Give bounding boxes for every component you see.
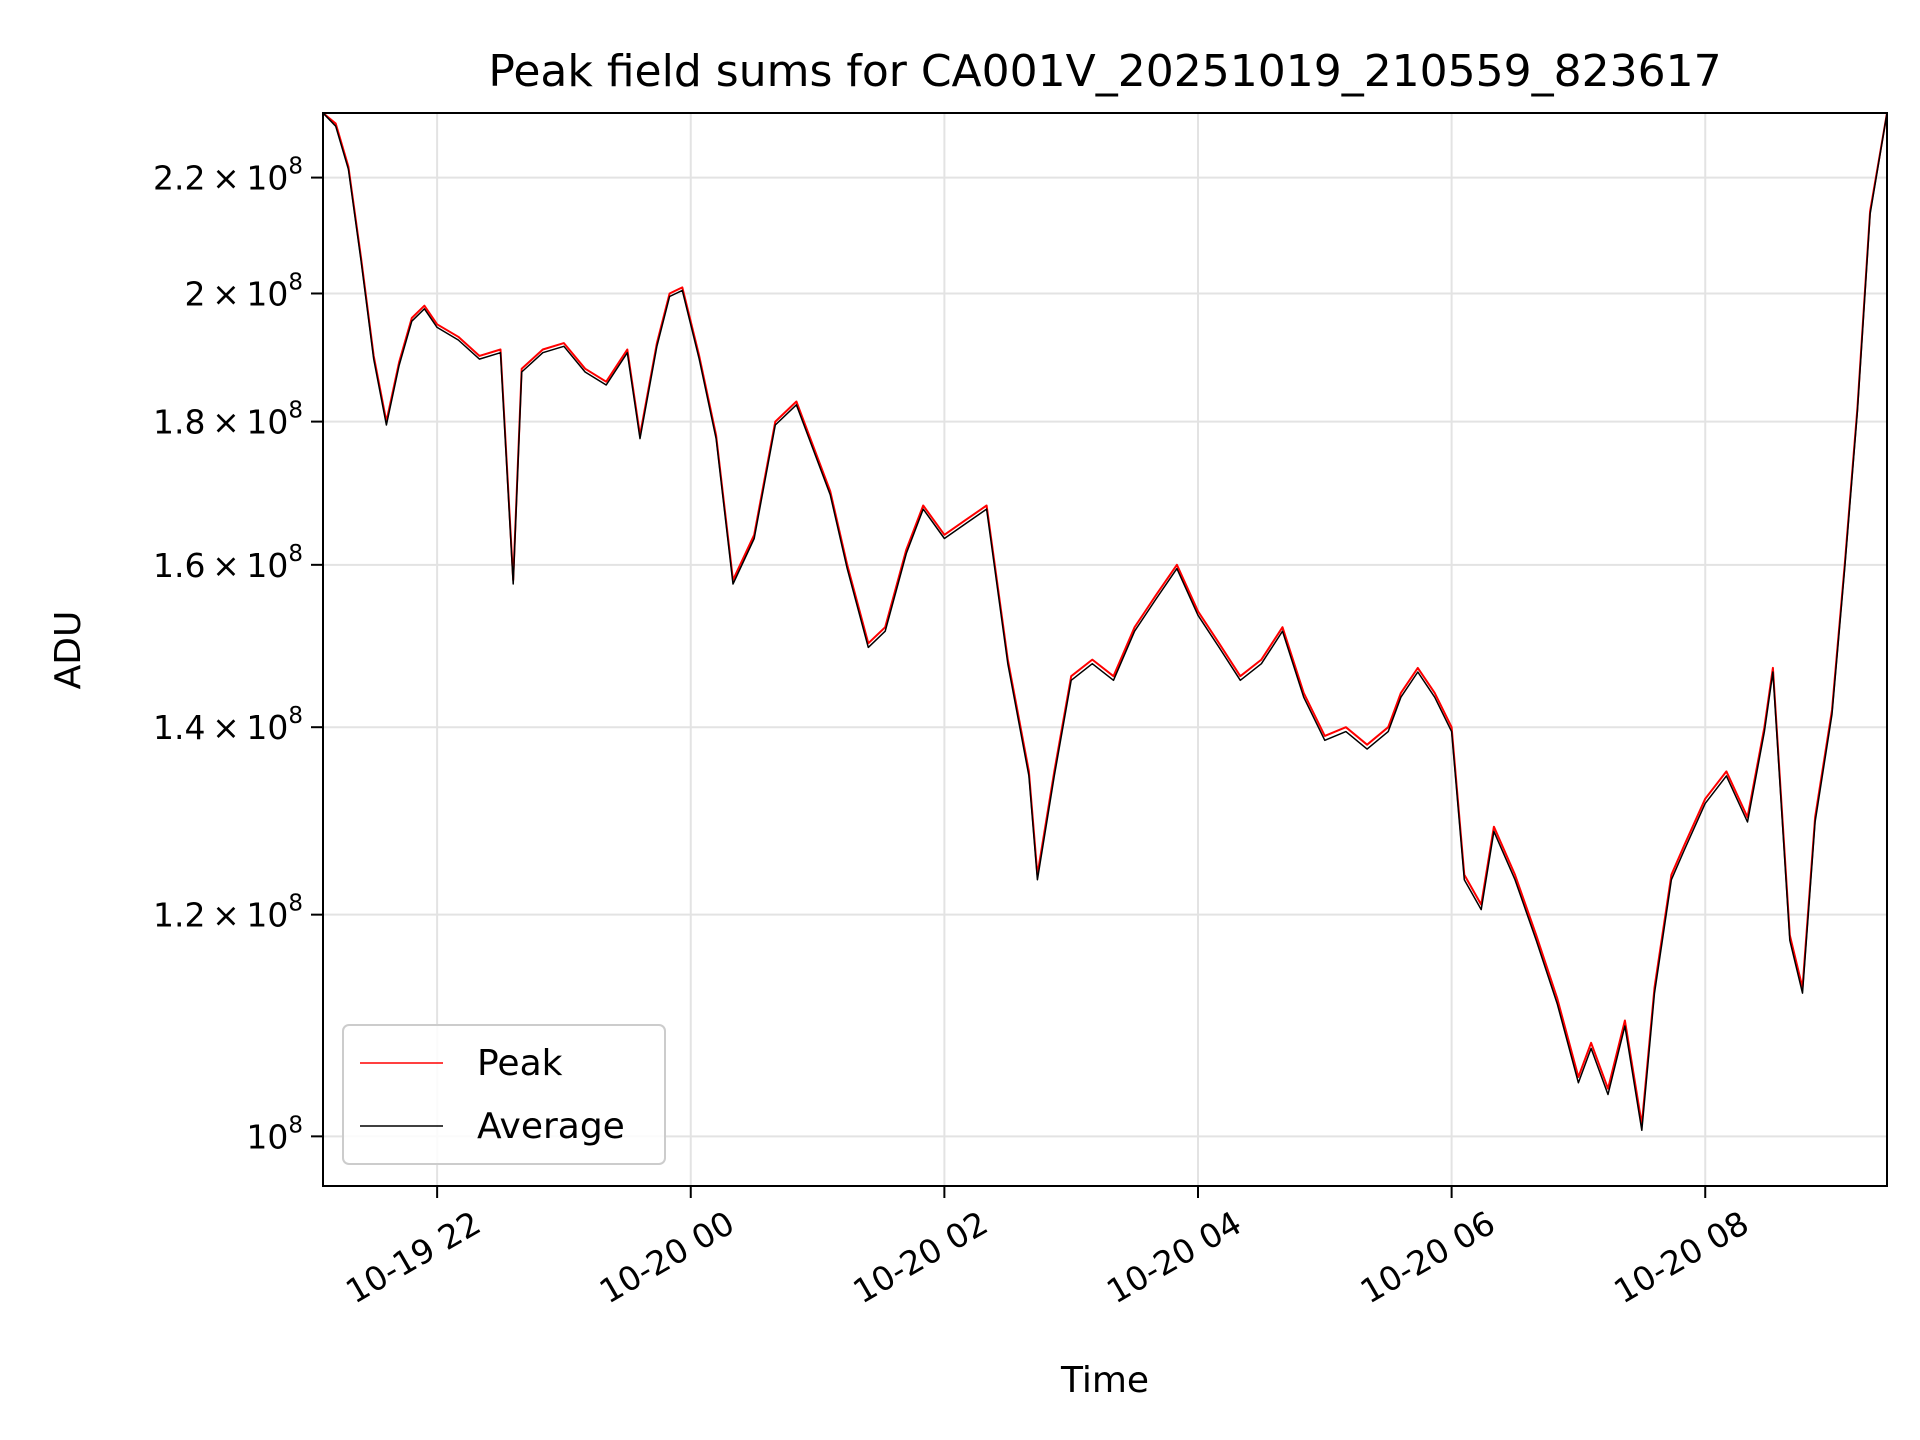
y-tick-exponent: 8 — [288, 398, 303, 424]
y-axis-label: ADU — [48, 611, 89, 690]
legend-box — [342, 1024, 666, 1165]
y-tick-label: 1.4 × 108 — [153, 703, 303, 747]
y-tick-label: 1.8 × 108 — [153, 398, 303, 442]
y-tick-exponent: 8 — [288, 703, 303, 729]
grid — [323, 113, 1887, 1186]
y-tick-exponent: 8 — [288, 891, 303, 917]
y-tick-exponent: 8 — [288, 541, 303, 567]
y-tick-label: 108 — [246, 1112, 303, 1156]
y-tick-mantissa: 1.4 × 10 — [153, 708, 288, 747]
y-tick-label: 2.2 × 108 — [153, 154, 303, 198]
y-tick-exponent: 8 — [288, 154, 303, 180]
y-tick-exponent: 8 — [288, 269, 303, 295]
y-tick-mantissa: 2.2 × 10 — [153, 159, 288, 198]
legend-label-average: Average — [477, 1106, 625, 1147]
y-tick-mantissa: 10 — [246, 1117, 288, 1156]
chart-title: Peak field sums for CA001V_20251019_2105… — [488, 46, 1721, 97]
x-axis-label: Time — [1060, 1360, 1149, 1401]
y-tick-label: 1.2 × 108 — [153, 891, 303, 935]
y-tick-mantissa: 1.8 × 10 — [153, 403, 288, 442]
y-tick-exponent: 8 — [288, 1112, 303, 1138]
legend-label-peak: Peak — [477, 1043, 563, 1084]
y-tick-mantissa: 1.6 × 10 — [153, 546, 288, 585]
y-tick-mantissa: 1.2 × 10 — [153, 896, 288, 935]
series-layer — [323, 113, 1887, 1132]
legend: Peak Average — [342, 1024, 666, 1165]
y-tick-mantissa: 2 × 10 — [185, 274, 289, 313]
series-line-average — [323, 113, 1887, 1132]
series-line-peak — [323, 113, 1887, 1126]
y-tick-label: 1.6 × 108 — [153, 541, 303, 585]
plot-frame — [322, 112, 1888, 1187]
y-tick-label: 2 × 108 — [185, 269, 303, 313]
